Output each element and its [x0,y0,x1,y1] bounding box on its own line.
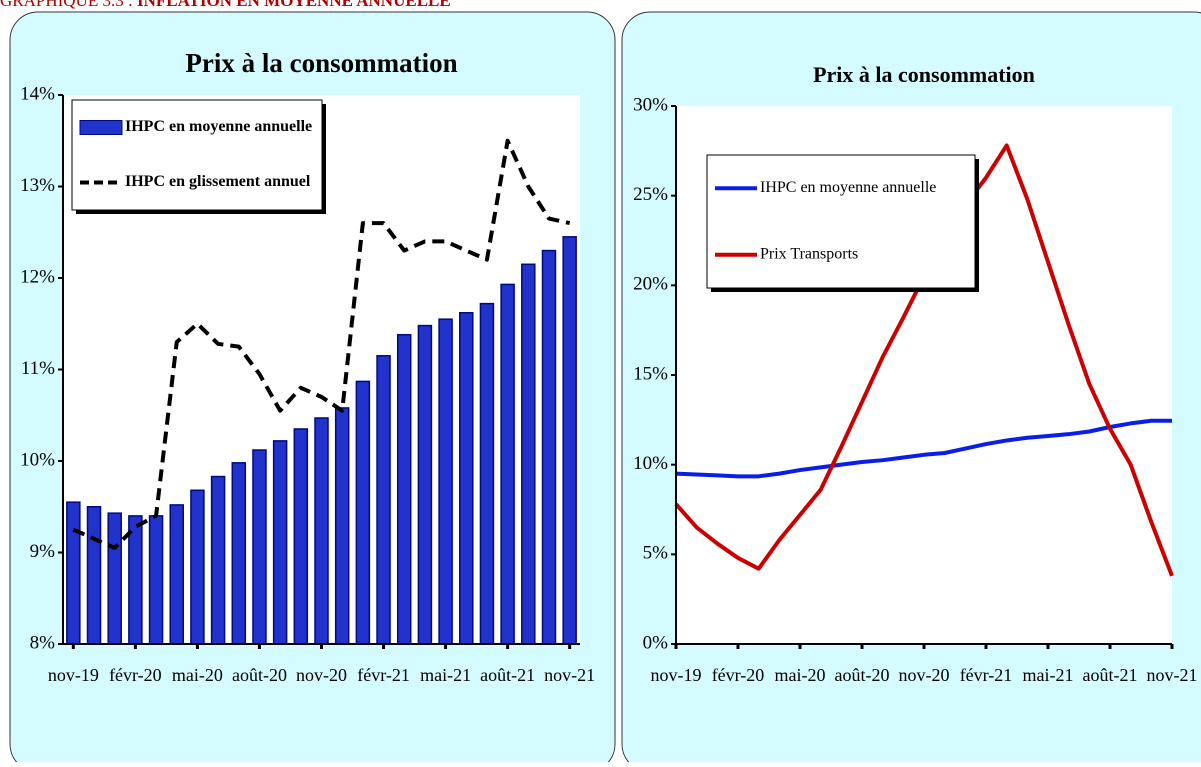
x-tick-label: août-20 [232,665,287,685]
y-tick-label: 20% [633,274,668,295]
x-tick-label: févr-21 [357,665,410,685]
bar [417,324,433,645]
bar [210,475,226,645]
page-title: GRAPHIQUE 3.3 : INFLATION EN MOYENNE ANN… [0,0,451,10]
bar [107,512,122,645]
x-tick-label: nov-21 [544,665,595,685]
legend-label: IHPC en glissement annuel [125,173,311,190]
line [675,418,1172,479]
y-tick-label: 10% [20,449,55,470]
y-tick-label: 13% [20,175,55,196]
y-tick-label: 10% [633,453,668,474]
bar [396,333,412,645]
x-tick-label: août-21 [1083,665,1138,685]
legend [706,154,976,289]
x-tick-label: mai-21 [1023,665,1074,685]
x-tick-label: nov-20 [296,665,347,685]
bar [66,501,81,645]
y-tick-label: 25% [633,184,668,205]
bar [376,355,391,645]
bar [128,515,143,645]
y-tick-label: 14% [20,83,55,104]
bar [438,318,453,645]
bar [459,312,474,645]
x-tick-label: mai-20 [172,665,223,685]
y-tick-label: 9% [30,541,56,562]
x-tick-label: mai-20 [775,665,826,685]
bar [148,515,164,645]
bar [169,504,184,645]
x-tick-label: nov-20 [899,665,950,685]
chart-title: Prix à la consommation [813,62,1035,87]
legend-label: IHPC en moyenne annuelle [760,179,936,196]
bar [86,506,102,645]
bar [355,380,371,645]
y-tick-label: 8% [30,632,56,653]
legend-swatch [79,120,123,135]
y-tick-label: 12% [20,266,55,287]
bar [334,407,350,645]
bar [190,489,205,645]
bar [500,283,515,645]
chart-title: Prix à la consommation [185,48,457,78]
y-tick-label: 30% [633,94,668,115]
x-tick-label: févr-21 [960,665,1013,685]
bar [252,449,267,645]
x-tick-label: août-20 [835,665,890,685]
y-tick-label: 11% [21,358,55,379]
x-tick-label: nov-19 [48,665,99,685]
y-tick-label: 5% [643,543,669,564]
y-tick-label: 15% [633,363,668,384]
x-tick-label: nov-21 [1147,665,1198,685]
legend-label: IHPC en moyenne annuelle [125,118,312,135]
bar [541,249,557,645]
bar [521,263,536,645]
line [72,138,571,550]
bar [272,440,288,645]
bar [479,302,495,645]
x-tick-label: févr-20 [109,665,162,685]
y-tick-label: 0% [643,632,669,653]
x-tick-label: févr-20 [712,665,765,685]
legend-label: Prix Transports [760,245,858,262]
legend [71,99,323,211]
x-tick-label: nov-19 [651,665,702,685]
page-title-prefix: GRAPHIQUE 3.3 : [0,0,133,10]
bar [314,417,329,645]
bar [231,462,247,645]
page-title-main: INFLATION EN MOYENNE ANNUELLE [137,0,451,10]
bar [562,236,577,645]
x-tick-label: août-21 [480,665,535,685]
x-tick-label: mai-21 [420,665,471,685]
bar [293,428,309,645]
